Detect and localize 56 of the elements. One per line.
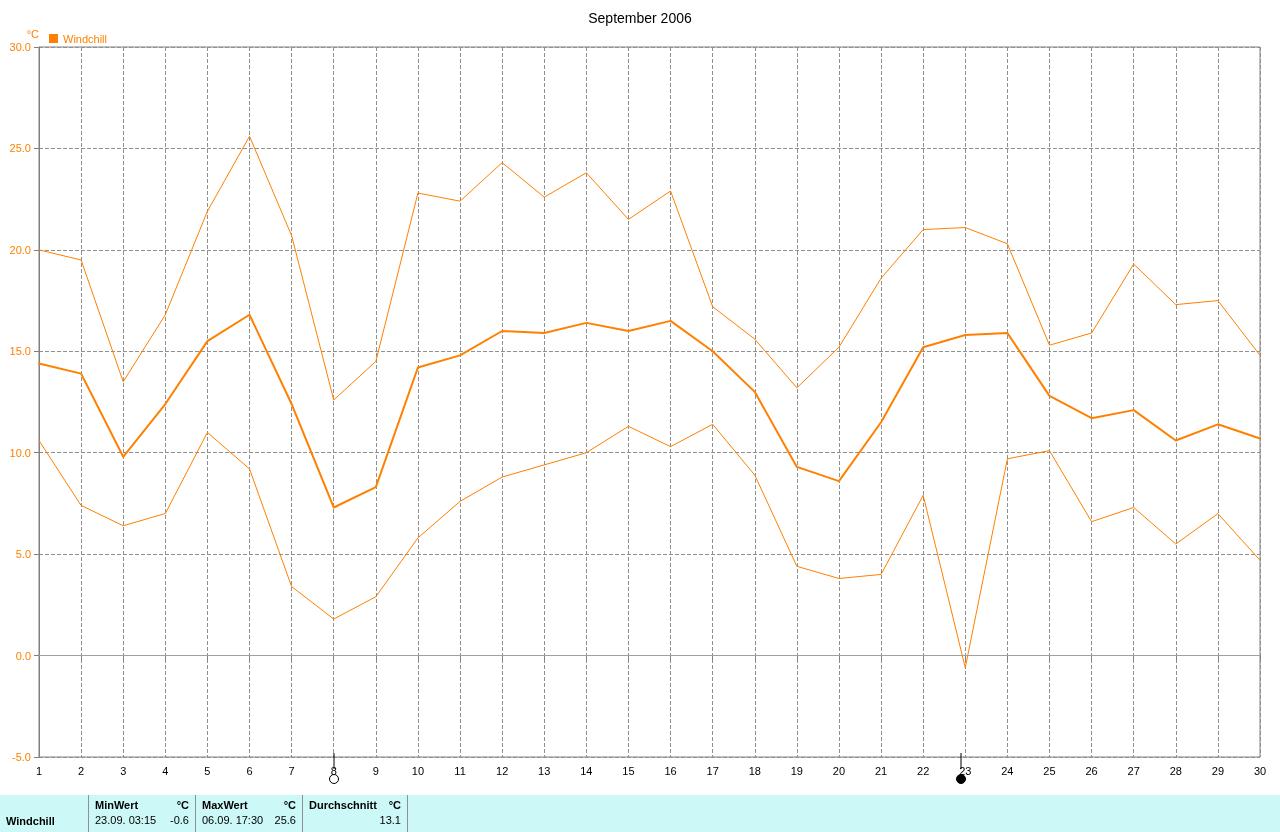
x-tick-label: 15	[622, 764, 635, 777]
text: MaxWert	[202, 799, 248, 811]
x-tick-label: 22	[917, 764, 930, 777]
x-tick-label: 19	[790, 764, 803, 777]
text: °C	[283, 799, 296, 811]
x-tick-label: 20	[832, 764, 846, 777]
y-tick-label: 20.0	[9, 243, 31, 256]
x-tick-label: 16	[664, 764, 677, 777]
text: -0.6	[170, 814, 189, 826]
y-tick-label: 15.0	[9, 345, 31, 358]
x-tick-label: 23	[959, 764, 972, 777]
x-tick-label: 5	[204, 764, 211, 777]
x-tick-label: 30	[1253, 764, 1267, 777]
x-tick-label: 27	[1127, 764, 1140, 777]
text: °C	[388, 799, 401, 811]
x-tick-label: 17	[706, 764, 719, 777]
x-tick-label: 24	[1001, 764, 1014, 777]
text: 06.09. 17:30	[202, 814, 264, 826]
x-tick-label: 12	[496, 764, 509, 777]
y-tick-label: -5.0	[12, 751, 31, 763]
x-tick-label: 29	[1211, 764, 1225, 777]
y-tick-label: 0.0	[15, 649, 31, 662]
x-tick-label: 10	[411, 764, 425, 777]
line-series	[38, 423, 1261, 669]
text: Durchschnitt	[309, 799, 377, 811]
x-tick-label: 3	[120, 764, 127, 777]
y-tick-label: 5.0	[15, 548, 31, 561]
legend-label: Windchill	[63, 32, 108, 45]
x-tick-label: 18	[748, 764, 761, 777]
x-tick-label: 26	[1085, 764, 1098, 777]
text: 25.6	[274, 814, 296, 826]
y-tick-label: 10.0	[9, 446, 31, 459]
x-tick-label: 9	[372, 764, 379, 777]
text: MinWert	[95, 799, 139, 811]
x-tick-label: 2	[78, 764, 85, 777]
y-tick-label: 25.0	[9, 142, 31, 155]
text: °C	[176, 799, 189, 811]
chart-title: September 2006	[588, 10, 692, 26]
x-tick-label: 13	[538, 764, 551, 777]
line-series	[38, 135, 1261, 401]
x-tick-label: 28	[1169, 764, 1182, 777]
x-tick-label: 14	[580, 764, 593, 777]
x-tick-label: 25	[1043, 764, 1056, 777]
x-tick-label: 7	[288, 764, 295, 777]
x-tick-label: 21	[874, 764, 888, 777]
text: 23.09. 03:15	[95, 814, 157, 826]
y-tick-label: 30.0	[9, 41, 31, 53]
line-series	[38, 313, 1261, 509]
x-tick-label: 8	[330, 764, 337, 777]
y-axis-title: °C	[26, 27, 40, 40]
text: Windchill	[0, 795, 89, 832]
x-tick-label: 4	[162, 764, 169, 777]
text: 13.1	[379, 814, 401, 826]
x-tick-label: 11	[454, 764, 466, 777]
x-tick-label: 6	[246, 764, 253, 777]
x-tick-label: 1	[35, 764, 43, 777]
